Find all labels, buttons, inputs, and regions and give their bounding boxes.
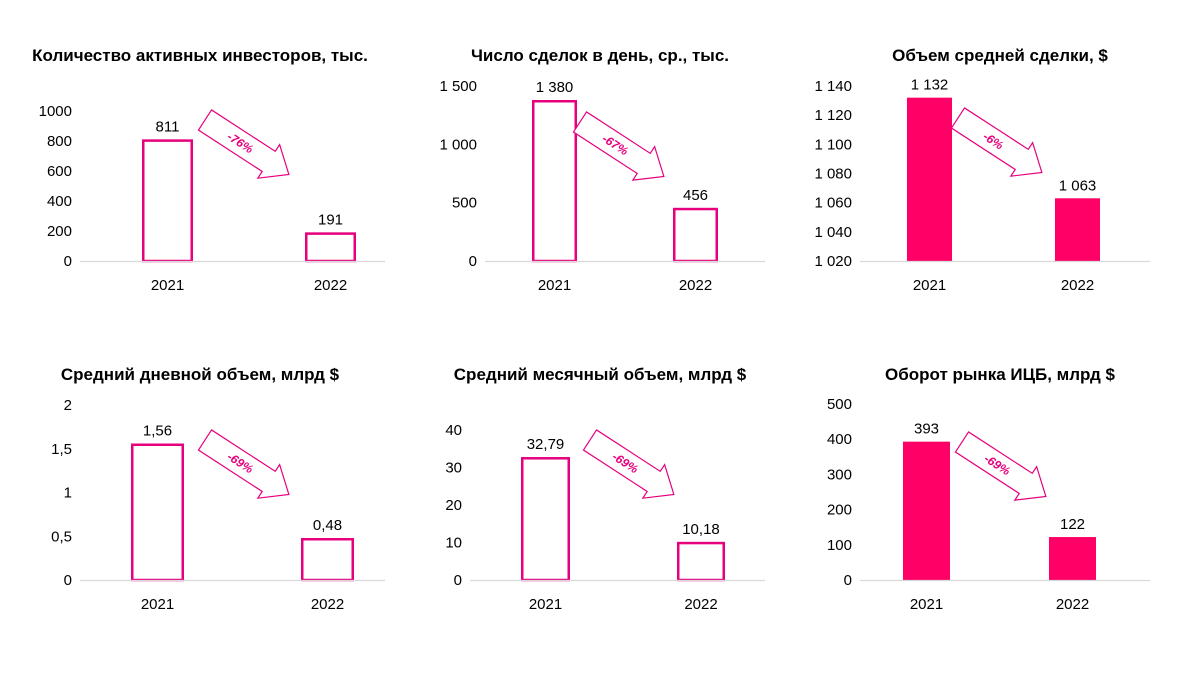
y-tick-label: 0 [64,253,72,270]
data-label: 0,48 [313,517,342,534]
y-tick-label: 200 [47,223,72,240]
chart-title: Средний дневной объем, млрд $ [60,365,340,384]
chart-svg: 0 10 20 30 40 32,79 2021 10,18 2022 -69% [445,422,765,613]
change-arrow-annotation: -69% [954,431,1047,501]
data-label: 1 380 [536,79,574,96]
x-tick-label: 2022 [1056,596,1089,613]
change-arrow-annotation: -67% [572,111,665,181]
y-tick-label: 1 140 [814,78,852,95]
x-tick-label: 2021 [141,596,174,613]
y-tick-label: 1 040 [814,224,852,241]
y-tick-label: 2 [64,397,72,414]
y-tick-label: 0,5 [51,528,72,545]
change-arrow-shape [572,111,665,181]
y-tick-label: 800 [47,133,72,150]
y-tick-label: 1 080 [814,166,852,183]
y-tick-label: 40 [445,422,462,439]
chart-average-monthly-volume: Средний месячный объем, млрд $ 0 10 20 30 40… [400,330,800,660]
data-label: 10,18 [682,521,720,538]
x-tick-label: 2021 [910,596,943,613]
chart-svg: 0 200 400 600 800 1000 811 2021 191 2022 -76% [39,103,385,294]
chart-average-deal-size: Объем средней сделки, $ 1 020 1 040 1 060 1… [800,0,1200,330]
chart-mbs-market-turnover: Оборот рынка ИЦБ, млрд $ 0 100 200 300 400 50… [800,330,1200,660]
x-tick-label: 2022 [1061,277,1094,294]
y-tick-label: 1 060 [814,195,852,212]
chart-average-daily-volume: Средний дневной объем, млрд $ 0 0,5 1 1,5 2 1… [0,330,400,660]
bar [142,139,193,263]
change-arrow-annotation: -76% [197,109,290,179]
data-label: 1,56 [143,423,172,440]
bar [521,457,570,582]
data-label: 122 [1060,516,1085,533]
bar [532,100,577,263]
y-tick-label: 200 [827,502,852,519]
y-tick-label: 0 [64,572,72,589]
x-tick-label: 2021 [538,277,571,294]
y-tick-label: 1 120 [814,107,852,124]
data-label: 191 [318,211,343,228]
chart-deals-per-day: Число сделок в день, ср., тыс. 0 500 1 000… [400,0,800,330]
change-arrow-shape [197,109,290,179]
bar [1055,198,1100,261]
x-tick-label: 2022 [311,596,344,613]
y-tick-label: 300 [827,466,852,483]
change-arrow-annotation: -69% [582,429,675,499]
y-tick-label: 500 [827,396,852,413]
change-arrow-shape [954,431,1047,501]
x-tick-label: 2022 [684,596,717,613]
chart-active-investors: Количество активных инвесторов, тыс. 0 20… [0,0,400,330]
chart-title: Средний месячный объем, млрд $ [453,365,747,384]
change-arrow-shape [197,429,290,499]
bar [131,443,184,582]
y-tick-label: 0 [844,572,852,589]
data-label: 393 [914,421,939,438]
x-tick-label: 2021 [913,277,946,294]
y-tick-label: 1 100 [814,136,852,153]
data-label: 32,79 [527,436,565,453]
y-tick-label: 20 [445,497,462,514]
y-tick-label: 1 [64,485,72,502]
chart-title: Количество активных инвесторов, тыс. [32,46,368,65]
chart-svg: 0 100 200 300 400 500 393 2021 122 2022 -69% [827,396,1150,613]
y-tick-label: 10 [445,535,462,552]
chart-title: Оборот рынка ИЦБ, млрд $ [885,365,1115,384]
chart-svg: 0 500 1 000 1 500 1 380 2021 456 2022 -67% [439,78,765,294]
y-tick-label: 1 000 [439,136,477,153]
bar [677,541,725,582]
x-tick-label: 2022 [314,277,347,294]
chart-svg: 1 020 1 040 1 060 1 080 1 100 1 120 1 140 1 132… [814,77,1150,294]
y-tick-label: 1000 [39,103,72,120]
x-tick-label: 2021 [529,596,562,613]
y-tick-label: 100 [827,537,852,554]
y-tick-label: 0 [454,572,462,589]
bar [673,207,718,263]
data-label: 1 132 [911,77,949,94]
data-label: 456 [683,187,708,204]
change-arrow-annotation: -6% [950,107,1043,177]
y-tick-label: 1 500 [439,78,477,95]
chart-title: Число сделок в день, ср., тыс. [470,46,730,65]
y-tick-label: 400 [827,431,852,448]
x-tick-label: 2022 [679,277,712,294]
chart-svg: 0 0,5 1 1,5 2 1,56 2021 0,48 2022 -69% [51,397,385,613]
change-arrow-shape [582,429,675,499]
change-arrow-annotation: -69% [197,429,290,499]
y-tick-label: 0 [469,253,477,270]
y-tick-label: 400 [47,193,72,210]
y-tick-label: 600 [47,163,72,180]
data-label: 811 [156,118,180,135]
bar [301,538,354,582]
bar [305,232,356,263]
bar [907,97,952,262]
y-tick-label: 1 020 [814,253,852,270]
change-arrow-shape [950,107,1043,177]
y-tick-label: 500 [452,195,477,212]
chart-title: Объем средней сделки, $ [892,46,1108,65]
data-label: 1 063 [1059,177,1097,194]
y-tick-label: 30 [445,460,462,477]
x-tick-label: 2021 [151,277,184,294]
bar [1049,537,1096,580]
bar [903,441,950,580]
y-tick-label: 1,5 [51,441,72,458]
